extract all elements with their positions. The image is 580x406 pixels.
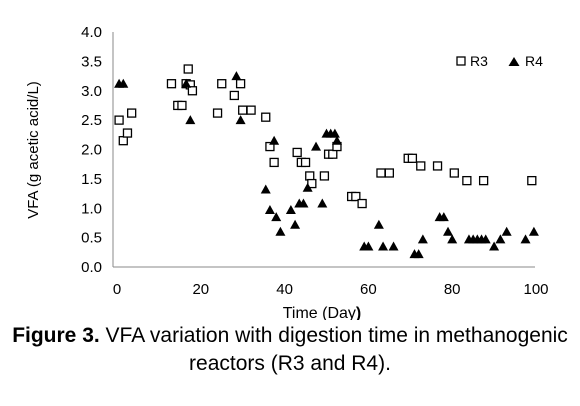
r4-point [480,234,491,244]
x-tick-label: 60 [360,281,377,298]
r4-point [181,78,192,88]
y-tick-labels: 0.0 0.5 1.0 1.5 2.0 2.5 3.0 3.5 4.0 [81,24,102,276]
r3-point [269,157,279,168]
r3-point [376,168,386,178]
r4-point [185,115,196,125]
r3-point [351,191,361,202]
r4-point [329,128,340,138]
r4-point [388,241,399,251]
legend-r4-label: R4 [525,53,543,69]
r3-point [114,115,124,125]
r3-point [235,79,246,89]
r4-point [331,135,342,145]
r4-point [302,182,313,192]
r4-point [413,249,424,259]
legend: R3 R4 [456,53,543,69]
data-points [114,64,539,259]
r3-point [407,153,418,163]
x-axis-title-paren: ) [356,305,361,320]
r4-point [520,234,531,244]
r3-point [462,175,472,186]
y-tick-label: 4.0 [81,24,102,41]
r3-point [265,141,275,152]
r4-point [495,234,506,244]
r4-point [443,226,454,236]
r3-point [305,171,315,181]
r3-point [187,86,198,96]
r4-point [489,241,500,251]
x-tick-label: 80 [444,281,461,298]
r3-point [118,136,128,146]
r4-point [447,234,458,244]
r3-point [238,105,248,115]
r4-point [118,78,129,88]
r3-point [183,64,193,74]
y-tick-label: 0.0 [81,259,102,276]
r4-point [271,212,282,222]
x-axis-title: Time (Day) [283,305,362,320]
y-tick-label: 1.5 [81,171,102,188]
r4-point [528,226,539,236]
r3-point [319,171,330,181]
r3-point [478,175,489,186]
r4-point [363,241,374,251]
r4-point [311,141,322,151]
r4-point [231,71,242,81]
r4-point [373,219,384,229]
y-tick-label: 2.0 [81,142,102,159]
vfa-scatter-chart: 0.0 0.5 1.0 1.5 2.0 2.5 3.0 3.5 4.0 0 20 40 60 80 100… [25,24,549,320]
r4-point [235,115,246,125]
r4-point [275,226,286,236]
x-tick-label: 0 [113,281,121,298]
r4-point [317,198,328,208]
r3-point [217,79,227,89]
x-axis: 0 20 40 60 80 100 [113,266,549,298]
y-tick-label: 3.0 [81,83,102,100]
r3-point [166,79,177,89]
r3-point [246,105,256,115]
r3-point [292,147,302,158]
r4-point [260,184,271,194]
x-tick-label: 40 [276,281,293,298]
x-tick-label: 100 [523,281,548,298]
r4-point [501,226,512,236]
x-tick-label: 20 [192,281,209,298]
r4-point [264,205,275,215]
r3-point [357,198,367,209]
r4-point [298,198,309,208]
y-tick-label: 3.5 [81,53,102,70]
y-tick-label: 0.5 [81,230,102,247]
r3-point [177,100,187,111]
r3-point [384,168,395,178]
r3-point [432,161,443,171]
r3-point [127,108,137,118]
r3-point [229,90,239,101]
r3-point [416,161,426,171]
legend-r3-label: R3 [470,53,488,69]
r3-point [527,175,537,186]
r4-point [438,212,449,222]
figure-caption: Figure 3. VFA variation with digestion t… [0,322,580,378]
r4-point [378,241,389,251]
r4-point [269,135,280,145]
caption-label: Figure 3. [12,324,100,347]
r3-point [261,112,271,122]
x-axis-title-main: Time (Day [283,305,356,320]
legend-r4-marker [508,57,520,66]
r3-point [449,168,459,178]
x-tick-labels: 0 20 40 60 80 100 [113,281,549,298]
y-axis-title: VFA (g acetic acid/L) [25,81,42,219]
r3-point [212,108,223,118]
y-axis: 0.0 0.5 1.0 1.5 2.0 2.5 3.0 3.5 4.0 [81,24,114,276]
caption-text: VFA variation with digestion time in met… [99,324,568,375]
y-tick-label: 2.5 [81,112,102,129]
r4-point [417,234,428,244]
r4-point [285,205,296,215]
legend-r3-marker [456,56,466,66]
r3-point [300,157,311,168]
r4-point [290,219,301,229]
r3-point [328,149,338,159]
r3-point [122,128,133,138]
y-tick-label: 1.0 [81,200,102,217]
